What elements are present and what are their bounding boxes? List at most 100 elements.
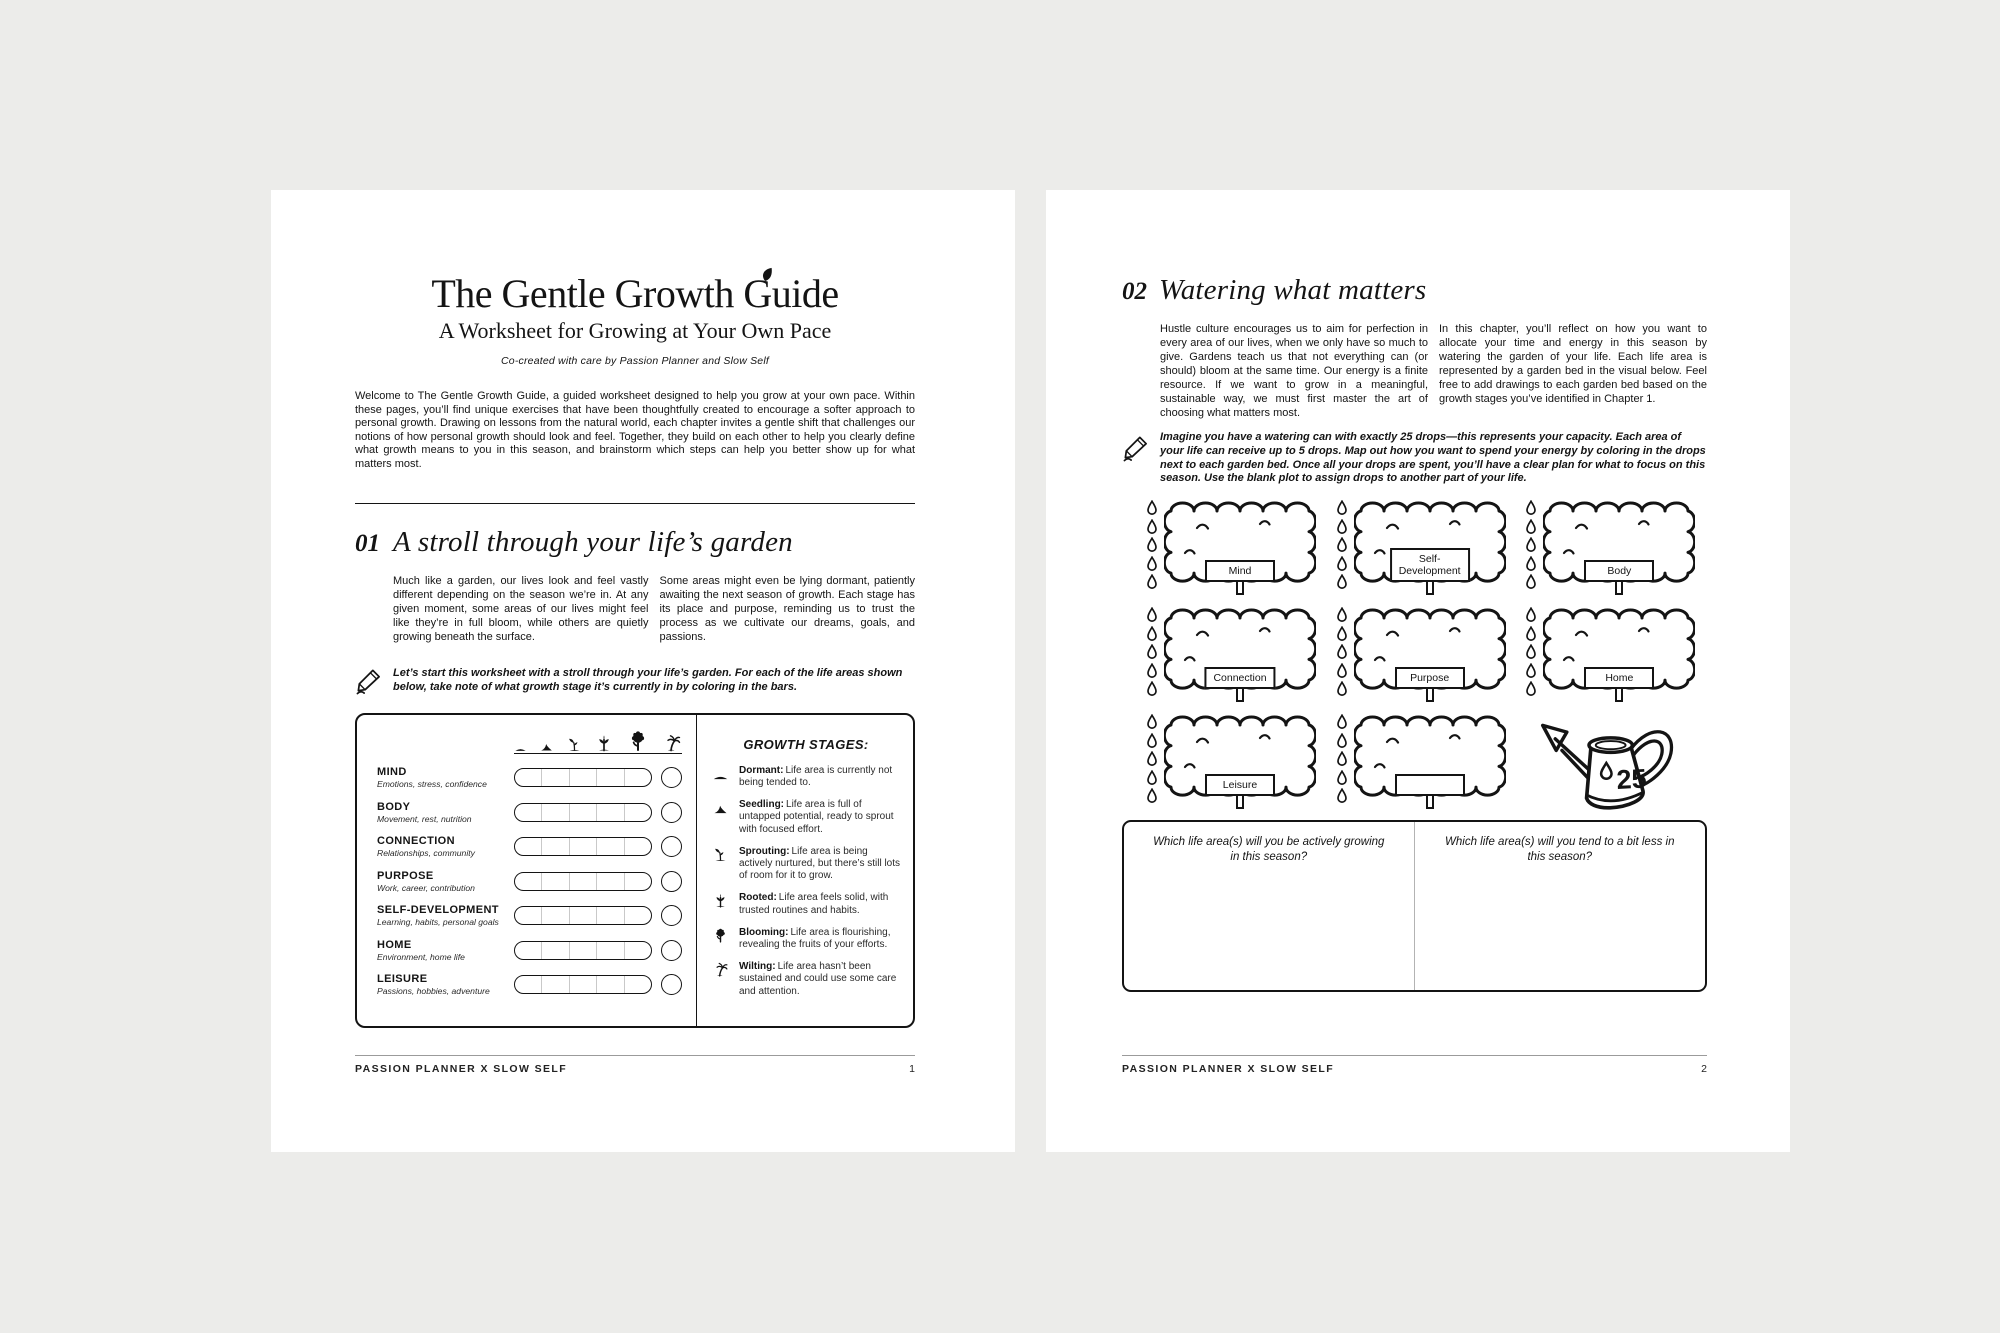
garden-beds-grid: Mind Self-Development [1146,495,1705,809]
leaf-icon [760,267,773,282]
footer-brand: PASSION PLANNER X SLOW SELF [1122,1063,1335,1075]
growth-bar[interactable] [514,768,652,788]
section-number: 01 [355,529,380,557]
garden-bed-cell-connection: Connection [1146,602,1326,703]
page-subtitle: A Worksheet for Growing at Your Own Pace [438,318,832,343]
life-area-row-connection: CONNECTION Relationships, community [377,830,696,865]
garden-bed[interactable]: Home [1543,602,1695,703]
column-right: Some areas might even be lying dormant, … [659,574,916,644]
growth-stages-legend: GROWTH STAGES: Dormant: Life area is curr… [696,714,913,1026]
growth-stage-box: MIND Emotions, stress, confidence BODY M… [355,712,915,1028]
title-text: The Gentle Growth Guide [431,271,839,316]
wilting-circle[interactable] [661,870,682,892]
seedling-icon [539,738,554,753]
life-area-row-self-development: SELF-DEVELOPMENT Learning, habits, perso… [377,899,696,934]
bed-sign: Home [1584,667,1655,690]
section-number: 02 [1122,278,1147,305]
legend-item-sprouting: Sprouting: Life area is being actively nu… [712,846,900,883]
wilting-circle[interactable] [661,801,682,823]
section-title: Watering what matters [1159,274,1427,306]
life-area-row-mind: MIND Emotions, stress, confidence [377,761,696,796]
garden-bed[interactable]: Body [1543,495,1695,596]
water-drops[interactable] [1146,709,1159,809]
water-drops[interactable] [1336,709,1349,809]
question-text: Which life area(s) will you be actively … [1153,836,1385,864]
garden-bed[interactable]: Self-Development [1354,495,1506,596]
wilting-icon [712,961,731,998]
legend-item-rooted: Rooted: Life area feels solid, with trust… [712,892,900,917]
garden-bed-cell-self-development: Self-Development [1336,495,1516,596]
bed-sign: Body [1584,560,1655,583]
exercise-prompt-row: Let’s start this worksheet with a stroll… [355,666,915,695]
rooted-icon [712,892,731,917]
exercise-prompt: Imagine you have a watering can with exa… [1160,431,1706,485]
garden-bed-cell-purpose: Purpose [1336,602,1516,703]
garden-bed[interactable]: Mind [1164,495,1316,596]
bed-sign: Leisure [1205,774,1275,797]
wilting-circle[interactable] [661,974,682,996]
reflection-questions-box: Which life area(s) will you be actively … [1122,820,1707,993]
life-area-row-purpose: PURPOSE Work, career, contribution [377,864,696,899]
question-area-tend-less[interactable]: Which life area(s) will you tend to a bi… [1415,822,1706,990]
water-drops[interactable] [1336,602,1349,702]
garden-bed[interactable]: Purpose [1354,602,1506,703]
dormant-icon [514,740,527,753]
question-area-grow[interactable]: Which life area(s) will you be actively … [1124,822,1415,991]
column-left: Hustle culture encourages us to aim for … [1160,323,1428,419]
wilting-circle[interactable] [661,767,682,789]
garden-bed[interactable] [1354,709,1506,810]
bed-sign: Purpose [1394,667,1465,690]
life-area-rows: MIND Emotions, stress, confidence BODY M… [377,761,696,1003]
garden-bed-cell-home: Home [1525,602,1705,703]
life-area-row-body: BODY Movement, rest, nutrition [377,795,696,830]
body-columns: Much like a garden, our lives look and f… [393,574,915,645]
garden-bed[interactable]: Connection [1164,602,1316,703]
growth-progression-strip [514,727,682,754]
bed-sign-blank[interactable] [1394,774,1465,797]
credit-line: Co-created with care by Passion Planner … [501,355,769,367]
growth-bar[interactable] [514,906,652,926]
page-footer: PASSION PLANNER X SLOW SELF 1 [355,1055,915,1075]
column-right: In this chapter, you’ll reflect on how y… [1439,323,1707,405]
section-title: A stroll through your life’s garden [393,525,793,558]
legend-title: GROWTH STAGES: [743,736,869,752]
water-drops[interactable] [1146,602,1159,702]
wilting-circle[interactable] [661,939,682,961]
page-footer: PASSION PLANNER X SLOW SELF 2 [1122,1055,1707,1075]
growth-bar[interactable] [514,871,652,891]
question-text: Which life area(s) will you tend to a bi… [1445,836,1675,864]
garden-bed-cell-mind: Mind [1146,495,1326,596]
exercise-prompt: Let’s start this worksheet with a stroll… [393,666,903,693]
life-area-label: PURPOSE Work, career, contribution [377,869,475,893]
body-columns: Hustle culture encourages us to aim for … [1160,322,1707,420]
bed-sign: Mind [1205,560,1275,583]
intro-paragraph: Welcome to The Gentle Growth Guide, a gu… [355,390,915,470]
wilting-circle[interactable] [661,836,682,858]
wilting-icon [662,733,682,753]
life-area-label: LEISURE Passions, hobbies, adventure [377,973,490,997]
water-drops[interactable] [1336,495,1349,595]
legend-item-seedling: Seedling: Life area is full of untapped p… [712,799,900,836]
garden-bed[interactable]: Leisure [1164,709,1316,810]
pencil-icon [355,666,382,695]
growth-bar[interactable] [514,975,652,995]
wilting-circle[interactable] [661,905,682,927]
pencil-icon [1122,431,1149,486]
section-heading-02: 02 Watering what matters [1122,274,1707,307]
sprouting-icon [566,736,583,753]
water-drops[interactable] [1525,602,1538,702]
seedling-icon [712,799,731,836]
water-drops[interactable] [1146,495,1159,595]
bed-sign: Connection [1204,667,1276,690]
growth-bar[interactable] [514,802,652,822]
legend-item-wilting: Wilting: Life area hasn’t been sustained … [712,961,900,998]
legend-item-blooming: Blooming: Life area is flourishing, revea… [712,927,900,952]
growth-bar[interactable] [514,940,652,960]
life-areas-panel: MIND Emotions, stress, confidence BODY M… [357,715,696,1026]
rooted-icon [594,733,614,753]
growth-bar[interactable] [514,837,652,857]
column-left: Much like a garden, our lives look and f… [393,574,649,644]
water-drops[interactable] [1525,495,1538,595]
blooming-icon [626,729,650,753]
